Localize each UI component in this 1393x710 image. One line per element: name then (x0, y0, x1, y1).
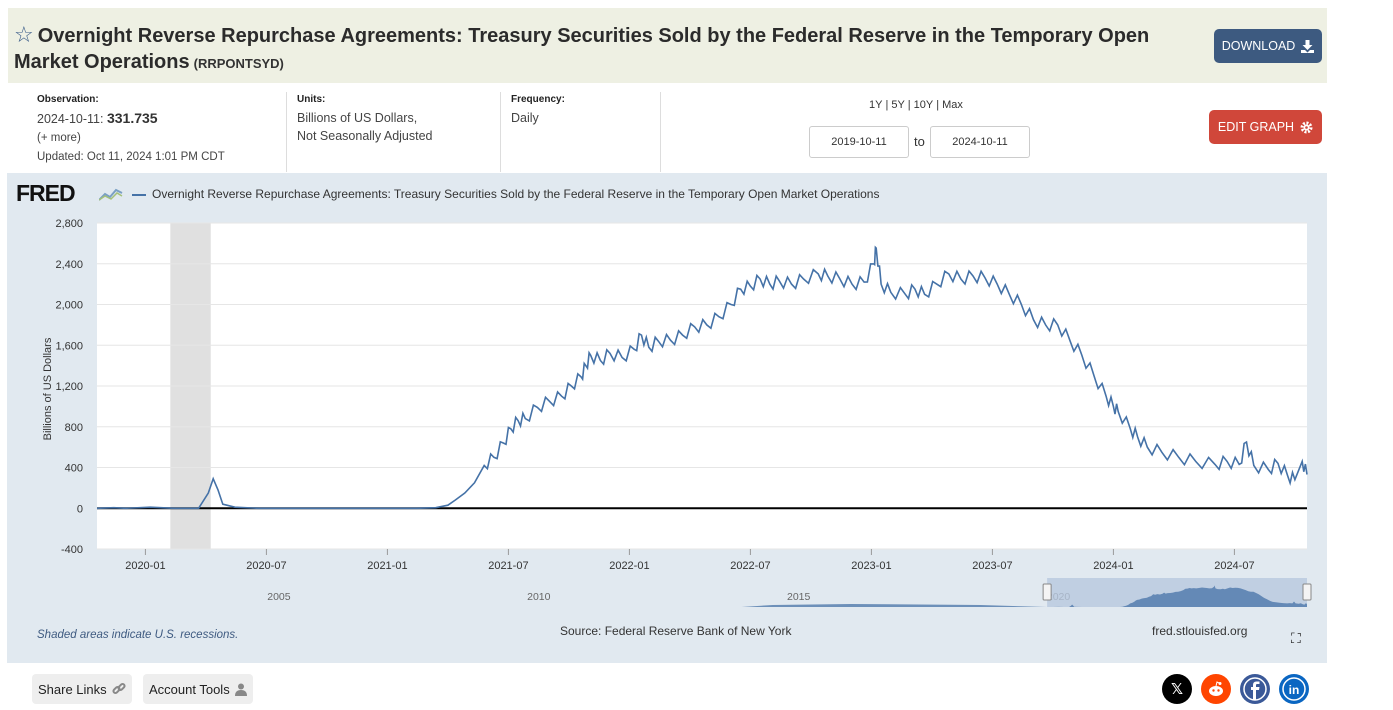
graph-panel: -400 0 400 800 1,200 1,600 2,000 2,400 2,800 2020… (7, 173, 1327, 663)
linkedin-glyph: in (1282, 677, 1306, 701)
observation-block: Observation: 2024-10-11: 331.735 (+ more… (37, 94, 225, 166)
series-header: ☆ Overnight Reverse Repurchase Agreements… (8, 8, 1327, 83)
series-line[interactable] (96, 245, 1308, 510)
more-link[interactable]: (+ more) (37, 132, 81, 144)
edit-graph-label: EDIT GRAPH (1217, 120, 1295, 134)
star-icon[interactable]: ☆ (14, 22, 34, 47)
divider (660, 92, 661, 172)
series-id: (RRPONTSYD) (193, 56, 284, 71)
title-text: Overnight Reverse Repurchase Agreements:… (14, 25, 1150, 73)
legend-line (132, 193, 146, 196)
x-tick-label: 2024-01 (1093, 560, 1133, 572)
divider (500, 92, 501, 172)
share-links-button[interactable]: Share Links (32, 674, 132, 704)
account-tools-label: Account Tools (149, 681, 230, 697)
navigator-area (741, 585, 1307, 607)
x-tick-label: 2021-07 (488, 560, 528, 572)
download-icon (1301, 39, 1315, 53)
y-tick-label: 800 (65, 422, 83, 434)
x-tick-label: 2020-01 (125, 560, 165, 572)
recession-note: Shaded areas indicate U.S. recessions. (37, 629, 239, 641)
gear-icon (1300, 121, 1313, 133)
x-tick-label: 2022-01 (609, 560, 649, 572)
y-axis-label: Billions of US Dollars (42, 337, 54, 441)
units-line1: Billions of US Dollars, (297, 111, 418, 125)
x-tick-label: 2024-07 (1214, 560, 1254, 572)
reddit-icon[interactable] (1201, 674, 1231, 704)
y-tick-label: 2,000 (55, 300, 83, 312)
range-1y[interactable]: 1Y (869, 99, 883, 111)
x-tick-label: 2023-01 (851, 560, 891, 572)
page-title: ☆ Overnight Reverse Repurchase Agreements… (14, 22, 1154, 77)
y-tick-label: 0 (77, 503, 83, 515)
units-line2: Not Seasonally Adjusted (297, 129, 433, 143)
frequency-block: Frequency: Daily (511, 94, 565, 127)
navigator-label: 2010 (527, 591, 551, 603)
facebook-icon[interactable] (1240, 674, 1270, 704)
observation-date: 2024-10-11: (37, 112, 104, 126)
fullscreen-icon[interactable]: ⛶ (1291, 630, 1301, 646)
y-tick-label: -400 (61, 544, 83, 556)
y-tick-label: 2,800 (55, 218, 83, 230)
edit-graph-button[interactable]: EDIT GRAPH (1209, 110, 1322, 144)
user-icon (234, 683, 247, 696)
end-date-input[interactable]: 2024-10-11 (930, 126, 1030, 158)
start-date-input[interactable]: 2019-10-11 (809, 126, 909, 158)
download-button[interactable]: DOWNLOAD (1214, 29, 1322, 63)
range-options: 1Y | 5Y | 10Y | Max (869, 99, 963, 111)
legend-text: Overnight Reverse Repurchase Agreements:… (152, 187, 880, 201)
source-text: Source: Federal Reserve Bank of New York (560, 624, 792, 638)
navigator-handle-right[interactable] (1302, 583, 1312, 601)
y-tick-label: 1,200 (55, 381, 83, 393)
y-tick-label: 2,400 (55, 259, 83, 271)
facebook-glyph (1243, 677, 1267, 701)
divider (286, 92, 287, 172)
frequency-value: Daily (511, 111, 539, 125)
navigator-handle-left[interactable] (1042, 583, 1052, 601)
download-label: DOWNLOAD (1221, 39, 1296, 53)
navigator-label: 2005 (267, 591, 291, 603)
site-link[interactable]: fred.stlouisfed.org (1152, 624, 1248, 638)
fred-logo: FRED (16, 180, 76, 206)
link-icon (112, 682, 126, 695)
chart-svg[interactable]: -400 0 400 800 1,200 1,600 2,000 2,400 2,800 2020… (7, 173, 1327, 623)
navigator-label: 2015 (787, 591, 811, 603)
x-tick-label: 2022-07 (730, 560, 770, 572)
fred-logo-icon (99, 188, 123, 201)
observation-value: 331.735 (106, 110, 158, 126)
y-tick-label: 400 (65, 463, 83, 475)
frequency-label: Frequency: (511, 94, 565, 105)
reddit-glyph (1209, 681, 1223, 696)
range-max[interactable]: Max (942, 99, 963, 111)
units-block: Units: Billions of US Dollars, Not Seaso… (297, 94, 433, 145)
range-5y[interactable]: 5Y (891, 99, 905, 111)
units-label: Units: (297, 94, 326, 105)
x-tick-label: 2020-07 (246, 560, 286, 572)
observation-label: Observation: (37, 94, 99, 105)
range-10y[interactable]: 10Y (913, 99, 934, 111)
account-tools-button[interactable]: Account Tools (143, 674, 253, 704)
x-twitter-icon[interactable]: 𝕏 (1162, 674, 1192, 704)
chart-legend: Overnight Reverse Repurchase Agreements:… (132, 187, 879, 201)
y-tick-label: 1,600 (55, 340, 83, 352)
linkedin-icon[interactable]: in (1279, 674, 1309, 704)
share-links-label: Share Links (38, 681, 107, 697)
x-tick-label: 2023-07 (972, 560, 1012, 572)
x-tick-label: 2021-01 (367, 560, 407, 572)
to-label: to (914, 134, 925, 149)
updated-text: Updated: Oct 11, 2024 1:01 PM CDT (37, 151, 225, 163)
svg-text:in: in (1289, 683, 1300, 697)
